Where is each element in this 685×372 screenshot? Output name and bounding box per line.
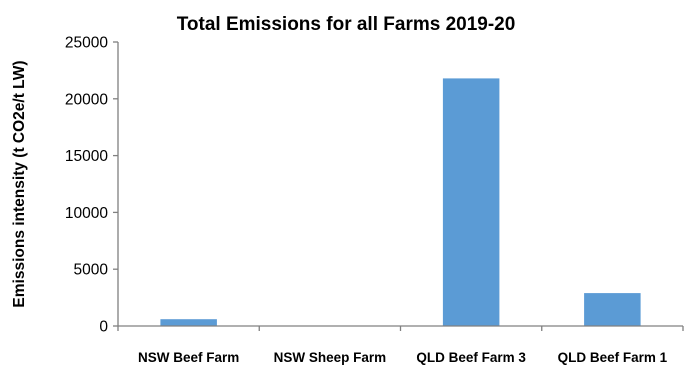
x-tick-label: QLD Beef Farm 3 <box>416 350 526 365</box>
x-tick-label: NSW Beef Farm <box>138 350 239 365</box>
bar-nsw-beef-farm <box>160 319 217 326</box>
y-tick-label: 5000 <box>74 262 109 279</box>
y-axis-ticks: 0 5000 10000 15000 20000 25000 <box>65 35 118 336</box>
y-tick-label: 25000 <box>65 35 108 52</box>
x-axis-ticks: NSW Beef Farm NSW Sheep Farm QLD Beef Farm… <box>117 326 684 365</box>
y-tick-label: 0 <box>99 319 108 336</box>
bar-qld-beef-farm-3 <box>442 78 500 327</box>
bars <box>160 78 641 327</box>
y-axis-label: Emissions intensity (t CO2e/t LW) <box>11 60 28 307</box>
y-tick-label: 10000 <box>65 205 108 222</box>
bar-qld-beef-farm-1 <box>584 293 641 326</box>
y-tick-label: 20000 <box>65 91 108 108</box>
x-tick-label: NSW Sheep Farm <box>274 350 387 365</box>
y-tick-label: 15000 <box>65 148 108 165</box>
chart-title: Total Emissions for all Farms 2019-20 <box>177 14 516 35</box>
x-tick-label: QLD Beef Farm 1 <box>558 350 668 365</box>
